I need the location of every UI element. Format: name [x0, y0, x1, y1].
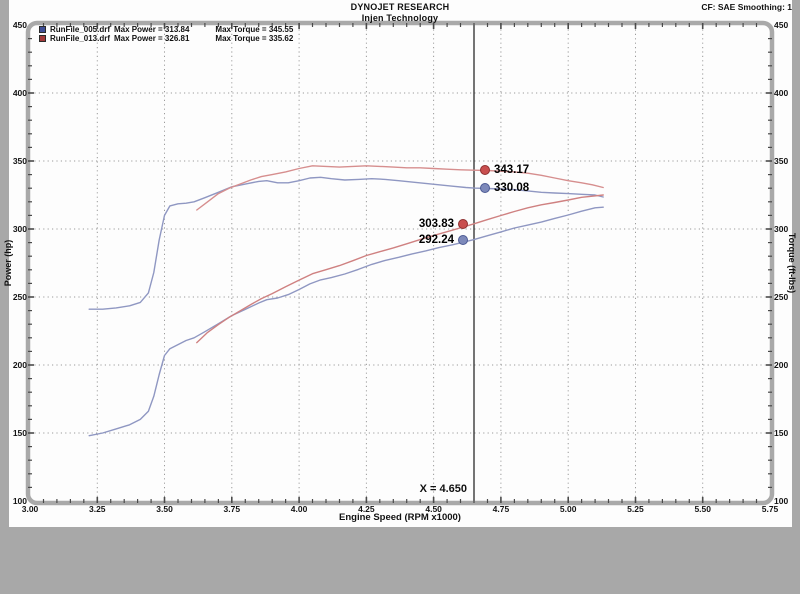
torque-axis-title: Torque (ft-lbs): [787, 232, 797, 294]
y-tick-label-left: 400: [12, 88, 27, 98]
legend-row-runfile-005: RunFile_005.drf Max Power = 313.84 Max T…: [39, 25, 293, 34]
x-tick-label: 5.25: [627, 504, 644, 514]
y-tick-label-right: 200: [774, 360, 789, 370]
x-tick-label: 3.00: [21, 504, 39, 514]
y-tick-label-right: 350: [774, 156, 789, 166]
readout-value: 343.17: [494, 164, 530, 177]
y-tick-label-right: 450: [774, 20, 789, 30]
x-tick-label: 3.75: [223, 504, 241, 514]
legend: RunFile_005.drf Max Power = 313.84 Max T…: [39, 25, 293, 43]
readout-power-blue: 292.24: [419, 233, 468, 247]
readout-power-red: 303.83: [419, 217, 468, 231]
legend-max-power-label: Max Power = 313.84: [114, 25, 190, 34]
page-title: DYNOJET RESEARCH: [350, 2, 450, 12]
x-tick-label: 5.00: [559, 504, 577, 514]
x-tick-label: 5.75: [761, 504, 779, 514]
red-series-swatch-icon: [39, 35, 46, 42]
y-tick-label-left: 150: [12, 428, 27, 438]
y-tick-label-right: 150: [774, 428, 789, 438]
red-marker-dot-icon: [480, 165, 490, 176]
readout-value: 303.83: [418, 217, 454, 230]
red-marker-dot-icon: [458, 218, 468, 229]
legend-file-label: RunFile_013.drf: [50, 34, 111, 43]
y-tick-label-right: 300: [774, 224, 789, 234]
rpm-axis-title: Engine Speed (RPM x1000): [339, 512, 461, 523]
x-tick-label: 4.25: [358, 504, 375, 514]
cursor-position-label: X = 4.650: [419, 483, 467, 495]
y-tick-label-left: 300: [12, 224, 27, 234]
y-tick-label-left: 350: [12, 156, 27, 166]
y-tick-label-left: 250: [12, 292, 27, 302]
correction-factor-label: CF: SAE Smoothing: 1: [701, 2, 792, 12]
blue-series-swatch-icon: [39, 26, 46, 33]
page-subtitle: Injen Technology: [361, 13, 439, 23]
y-tick-label-left: 100: [12, 496, 27, 506]
y-tick-label-right: 250: [774, 292, 789, 302]
power-axis-title: Power (hp): [3, 239, 13, 287]
legend-row-runfile-013: RunFile_013.drf Max Power = 326.81 Max T…: [39, 34, 293, 43]
y-tick-label-right: 100: [774, 496, 789, 506]
y-tick-label-left: 200: [12, 360, 27, 370]
legend-max-torque-label: Max Torque = 335.62: [215, 34, 294, 43]
readout-torque-red: 343.17: [480, 163, 529, 177]
legend-file-label: RunFile_005.drf: [50, 25, 111, 34]
x-tick-label: 3.50: [156, 504, 173, 514]
chart-background: [9, 0, 792, 527]
readout-torque-blue: 330.08: [480, 181, 529, 195]
x-tick-label: 3.25: [88, 504, 106, 514]
blue-marker-dot-icon: [458, 234, 468, 245]
y-tick-label-left: 450: [12, 20, 27, 30]
readout-value: 292.24: [418, 233, 454, 246]
x-tick-label: 4.00: [290, 504, 308, 514]
x-tick-label: 4.75: [492, 504, 510, 514]
legend-max-torque-label: Max Torque = 345.55: [215, 25, 294, 34]
x-tick-label: 5.50: [694, 504, 711, 514]
readout-value: 330.08: [494, 182, 530, 195]
blue-marker-dot-icon: [480, 183, 490, 194]
x-tick-label: 4.50: [425, 504, 442, 514]
legend-max-power-label: Max Power = 326.81: [114, 34, 190, 43]
y-tick-label-right: 400: [774, 88, 789, 98]
